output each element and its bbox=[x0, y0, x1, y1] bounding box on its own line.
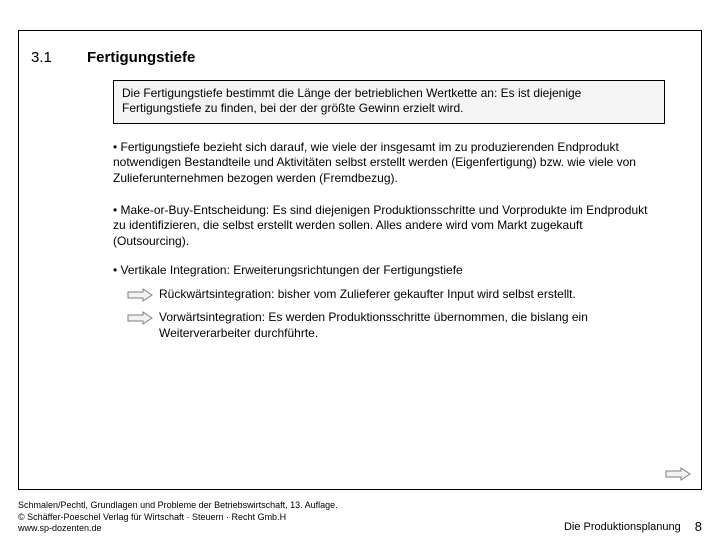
arrow-shape bbox=[128, 289, 152, 301]
header-row: 3.1 Fertigungstiefe bbox=[19, 31, 701, 78]
footer-right-label: Die Produktionsplanung bbox=[564, 521, 681, 533]
content-frame: 3.1 Fertigungstiefe Die Fertigungstiefe … bbox=[18, 30, 702, 490]
bullet-2: • Make-or-Buy-Entscheidung: Es sind diej… bbox=[113, 203, 653, 250]
arrow-item-1: Rückwärtsintegration: bisher vom Zuliefe… bbox=[127, 287, 653, 303]
section-title: Fertigungstiefe bbox=[87, 49, 195, 66]
page-number: 8 bbox=[695, 519, 702, 534]
bullet-3: • Vertikale Integration: Erweiterungsric… bbox=[113, 263, 653, 279]
arrow-text-1: Rückwärtsintegration: bisher vom Zuliefe… bbox=[159, 287, 576, 303]
next-arrow-icon[interactable] bbox=[665, 467, 691, 481]
footer: Schmalen/Pechtl, Grundlagen und Probleme… bbox=[18, 500, 702, 534]
slide: 3.1 Fertigungstiefe Die Fertigungstiefe … bbox=[0, 0, 720, 540]
footer-right: Die Produktionsplanung 8 bbox=[564, 519, 702, 534]
footer-left: Schmalen/Pechtl, Grundlagen und Probleme… bbox=[18, 500, 338, 534]
footer-line1: Schmalen/Pechtl, Grundlagen und Probleme… bbox=[18, 500, 338, 511]
footer-line2: © Schäffer-Poeschel Verlag für Wirtschaf… bbox=[18, 512, 338, 523]
section-number: 3.1 bbox=[31, 49, 87, 66]
arrow-right-icon bbox=[127, 288, 153, 302]
arrow-item-2: Vorwärtsintegration: Es werden Produktio… bbox=[127, 310, 653, 341]
arrow-shape bbox=[666, 468, 690, 480]
bullet-1: • Fertigungstiefe bezieht sich darauf, w… bbox=[113, 140, 653, 187]
arrow-right-icon bbox=[127, 311, 153, 325]
arrow-shape bbox=[128, 312, 152, 324]
footer-line3: www.sp-dozenten.de bbox=[18, 523, 338, 534]
definition-box: Die Fertigungstiefe bestimmt die Länge d… bbox=[113, 80, 665, 124]
arrow-text-2: Vorwärtsintegration: Es werden Produktio… bbox=[159, 310, 653, 341]
